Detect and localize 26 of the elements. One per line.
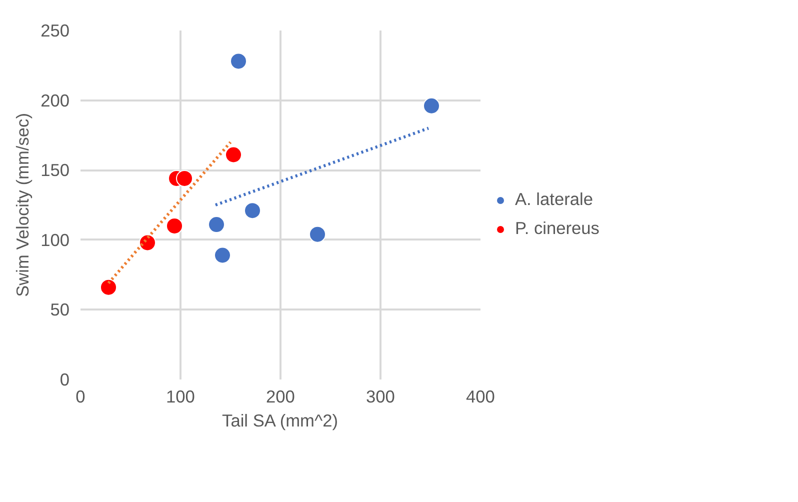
- legend-label: A. laterale: [515, 189, 594, 210]
- x-tick-label: 400: [466, 386, 495, 406]
- x-tick-label: 0: [76, 386, 86, 406]
- x-tick-label: 100: [166, 386, 195, 406]
- legend-label: P. cinereus: [515, 218, 600, 239]
- x-tick-label: 200: [266, 386, 295, 406]
- point: [230, 52, 247, 70]
- y-tick-label: 100: [40, 230, 70, 250]
- point: [214, 246, 231, 264]
- y-tick-label: 250: [40, 20, 70, 40]
- point: [176, 170, 193, 187]
- y-tick-label: 200: [40, 90, 70, 110]
- y-tick-label: 150: [40, 160, 70, 180]
- y-axis-title: Swim Velocity (mm/sec): [12, 113, 33, 297]
- point: [423, 97, 440, 114]
- x-axis-title: Tail SA (mm^2): [222, 410, 338, 430]
- x-tick-label: 300: [366, 386, 395, 406]
- point: [166, 217, 183, 234]
- point: [225, 146, 242, 164]
- point: [139, 234, 156, 252]
- point: [309, 226, 326, 243]
- point: [244, 202, 261, 220]
- y-tick-label: 50: [50, 300, 70, 320]
- y-tick-label: 0: [60, 370, 70, 390]
- point: [100, 278, 117, 296]
- point: [208, 216, 225, 234]
